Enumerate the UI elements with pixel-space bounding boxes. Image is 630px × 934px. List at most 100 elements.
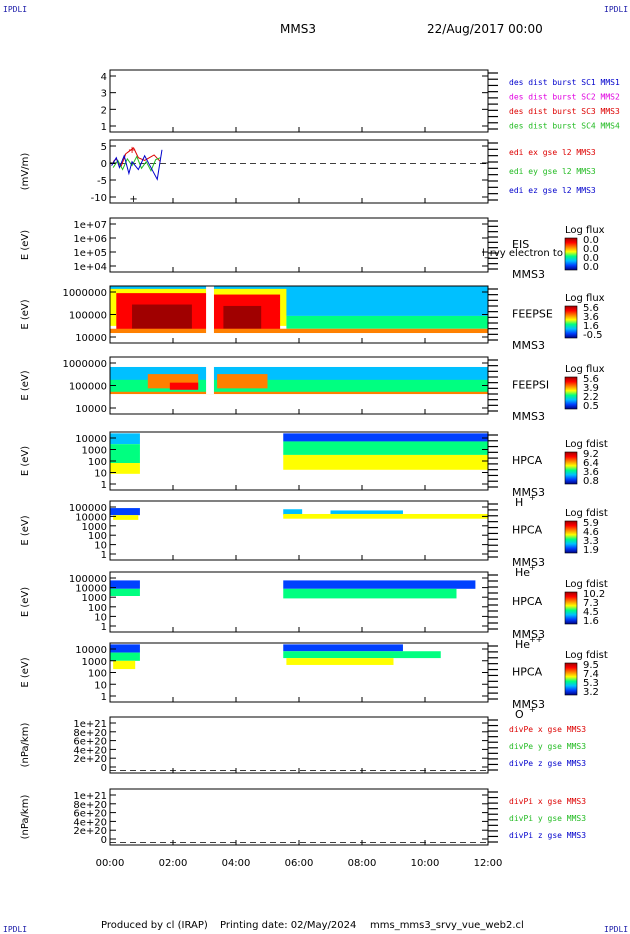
x-tick-label: 12:00 [474,858,503,869]
legend-entry: divPe z gse MMS3 [509,759,586,768]
colorbar-title: Log flux [565,293,605,304]
y-axis-label: E (eV) [20,370,31,400]
spectrogram-cell [283,509,303,516]
y-tick-label: 1e+21 [73,791,107,802]
spacecraft-title: MMS3 [280,22,316,36]
corner-tag-top-left: IPDLI [3,5,28,14]
colorbar-tick-label: 0.8 [583,476,599,487]
legend-entry: divPi x gse MMS3 [509,797,586,806]
colorbar [564,662,578,696]
spectrogram-cell [217,374,268,389]
y-tick-label: 1000000 [62,288,107,299]
spectrogram-cell [110,588,140,596]
y-axis-label: (nPa/km) [20,723,31,768]
footer-producer: Produced by cl (IRAP) [101,920,208,931]
spectrogram-cell [206,286,214,338]
colorbar-tick-label: 0.5 [583,401,599,412]
y-tick-label: 10000 [75,333,107,344]
y-tick-label: 100000 [69,503,107,514]
y-axis-label: E (eV) [20,657,31,687]
spectrogram-cell [283,588,457,599]
spectrogram-cell [110,433,140,445]
spectrogram-cell [110,328,488,334]
colorbar-tick-label: 3.6 [583,467,599,478]
spectrogram-cell [113,515,139,520]
panel-frame [109,139,489,204]
y-tick-label: 8e+20 [73,728,107,739]
panel-frame [109,69,489,133]
colorbar-tick-label: 7.4 [583,669,599,680]
instrument-label: FEEPSI [512,379,549,392]
spectrogram-cell [223,305,262,329]
y-tick-label: 10 [94,469,107,480]
y-axis-label: E (eV) [20,299,31,329]
species-label: O [515,708,524,721]
y-axis-label: E (eV) [20,230,31,260]
y-tick-label: 10000 [75,645,107,656]
y-tick-label: 5 [101,142,107,153]
y-tick-label: 3 [101,89,107,100]
colorbar-tick-label: 1.6 [583,321,599,332]
y-tick-label: 10000 [75,584,107,595]
panel-edi-e-field: + +5 0 -5 -10 (mV/m) edi ex gse l2 MMS3 edi ey … [20,139,596,205]
datetime-title: 22/Aug/2017 00:00 [427,22,543,36]
colorbar [564,376,578,410]
colorbar-tick-label: 4.6 [583,527,599,538]
spectrogram-cell [110,463,140,474]
legend-entry: edi ey gse l2 MMS3 [509,167,596,176]
colorbar-title: Log fdist [565,439,608,450]
y-tick-label: 100000 [69,382,107,393]
y-tick-label: 1000000 [62,359,107,370]
colorbar [564,237,578,271]
y-axis-label: E (eV) [20,515,31,545]
spectrogram-cell [110,379,488,393]
colorbar-tick-label: 9.5 [583,660,599,671]
colorbar-tick-label: 5.6 [583,374,599,385]
spacecraft-label: MMS3 [512,628,545,641]
x-tick-label: 00:00 [96,858,125,869]
colorbar-title: Log flux [565,364,605,375]
footer-script-name: mms_mms3_srvy_vue_web2.cl [370,920,524,931]
y-tick-label: 1e+21 [73,719,107,730]
colorbar-tick-label: 0.0 [583,253,599,264]
colorbar-tick-label: 5.6 [583,303,599,314]
y-tick-label: 1e+07 [73,220,107,231]
corner-tag-bottom-right: IPDLI [604,925,629,934]
spectrogram-cell [283,454,488,470]
series-line [111,149,163,181]
colorbar-tick-label: 1.6 [583,616,599,627]
colorbar [564,451,578,485]
panel-des-dist-burst: 4 3 2 1 des dist burst SC1 MMS1 des dist burs… [101,69,620,133]
colorbar-tick-label: 3.9 [583,383,599,394]
spectrogram-cell [206,359,214,395]
colorbar-title: Log fdist [565,650,608,661]
instrument-label: FEEPSE [512,308,553,321]
corner-tag-top-right: IPDLI [604,5,629,14]
spectrogram-cell [110,391,488,395]
legend-entry: des dist burst SC3 MMS3 [509,107,620,116]
y-tick-label: 1 [101,550,107,561]
y-tick-label: 2 [101,105,107,116]
y-tick-label: 1000 [82,522,107,533]
y-axis-label: (nPa/km) [20,795,31,840]
panel-feepsi: 1000000 100000 10000 E (eV) FEEPSI MMS3 Log fl… [20,356,605,423]
spacecraft-label: MMS3 [512,410,545,423]
spectrogram-cell [283,513,488,519]
y-tick-label: 1 [101,480,107,491]
instrument-label: HPCA [512,454,543,467]
colorbar-tick-label: 3.3 [583,536,599,547]
footer-printing-date: Printing date: 02/May/2024 [220,920,357,931]
legend-entry: des dist burst SC4 MMS4 [509,121,620,130]
y-tick-label: 1000 [82,446,107,457]
legend-entry: edi ez gse l2 MMS3 [509,186,596,195]
series-line [112,155,161,172]
species-label: H [515,496,523,509]
legend-entry: divPi y gse MMS3 [509,814,586,823]
species-label: He [515,638,530,651]
spacecraft-label: MMS3 [512,339,545,352]
y-tick-label: 1000 [82,657,107,668]
